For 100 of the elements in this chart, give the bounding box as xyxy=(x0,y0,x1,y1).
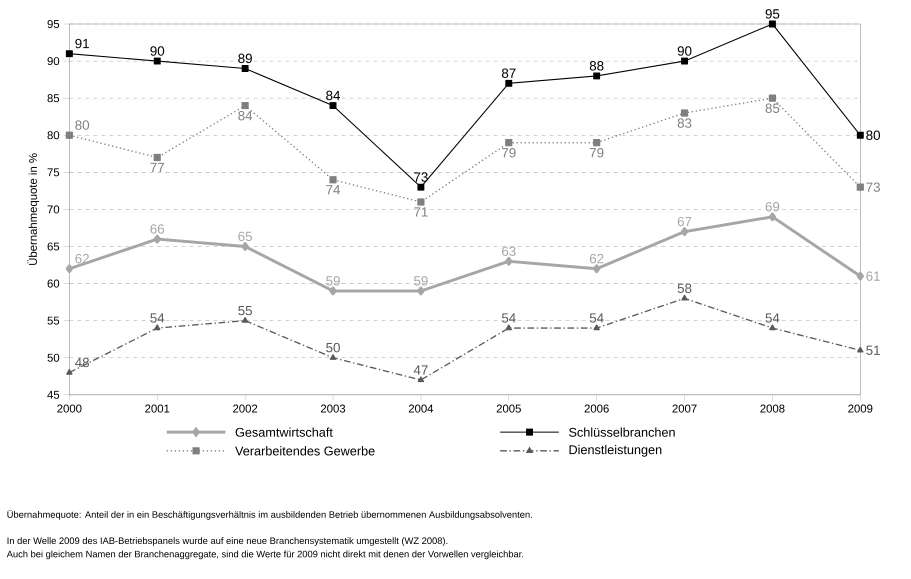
point xyxy=(66,50,73,58)
point xyxy=(417,198,424,206)
data-label: 50 xyxy=(326,342,340,352)
data-label: 84 xyxy=(326,90,340,100)
point xyxy=(768,212,776,222)
data-label: 89 xyxy=(238,54,252,64)
y-axis-title: Übernahmequote in % xyxy=(27,153,40,265)
x-tick-label: 2007 xyxy=(672,404,697,413)
legend-label: Gesamtwirtschaft xyxy=(236,428,333,437)
text: Übernahmequote: Anteil der in ein Beschäftigungsverhältnis im ausbildenden Betrieb übernommenen Ausbildungsabsolventen. xyxy=(7,510,532,520)
data-label: 84 xyxy=(238,111,252,120)
y-tick-label: 50 xyxy=(47,354,60,362)
data-label: 80 xyxy=(75,120,90,130)
data-label: 54 xyxy=(590,313,604,323)
data-label: 83 xyxy=(678,118,692,128)
x-tick-label: 2005 xyxy=(496,404,521,413)
data-label: 54 xyxy=(150,313,164,323)
data-label: 88 xyxy=(590,61,604,71)
x-tick-label: 2003 xyxy=(320,404,346,413)
data-label: 59 xyxy=(414,276,428,286)
x-tick-label: 2008 xyxy=(760,404,785,413)
point xyxy=(680,227,688,236)
point xyxy=(242,317,248,323)
y-tick-label: 45 xyxy=(47,390,60,399)
data-label: 48 xyxy=(75,358,89,368)
text: Auch bei gleichem Namen der Branchenaggregate, sind die Werte für 2009 nicht direkt mit denen der Vorwellen vergleichbar. xyxy=(6,550,524,560)
point xyxy=(856,272,864,281)
point xyxy=(593,324,600,330)
y-tick-label: 55 xyxy=(47,316,60,325)
point xyxy=(154,154,161,162)
point xyxy=(154,58,161,65)
point xyxy=(856,132,864,139)
legend-label: Verarbeitendes Gewerbe xyxy=(235,446,375,456)
point xyxy=(681,294,688,301)
point xyxy=(154,324,160,330)
point xyxy=(593,72,600,80)
point xyxy=(505,139,512,146)
point xyxy=(593,139,600,146)
point xyxy=(154,234,161,244)
data-label: 54 xyxy=(502,313,516,323)
data-label: 58 xyxy=(678,284,692,294)
point xyxy=(329,176,337,184)
data-label: 80 xyxy=(866,130,880,140)
data-label: 73 xyxy=(414,172,428,182)
data-label: 87 xyxy=(502,68,516,78)
data-label: 47 xyxy=(414,365,428,375)
point xyxy=(66,264,74,274)
x-tick-label: 2009 xyxy=(848,404,872,413)
x-tick-label: 2001 xyxy=(145,404,170,413)
data-label: 74 xyxy=(326,185,340,194)
data-label: 54 xyxy=(766,313,780,323)
y-tick-label: 95 xyxy=(48,20,60,28)
x-tick-label: 2000 xyxy=(57,404,82,413)
point xyxy=(506,324,512,330)
data-label: 77 xyxy=(150,162,164,172)
point xyxy=(329,286,337,296)
point xyxy=(417,286,425,296)
point xyxy=(680,109,688,117)
point xyxy=(417,184,424,191)
legend-label: Dienstleistungen xyxy=(570,444,662,457)
y-tick-label: 90 xyxy=(48,57,60,66)
data-label: 62 xyxy=(590,254,604,264)
y-tick-label: 65 xyxy=(48,242,60,251)
point xyxy=(330,354,336,360)
data-label: 85 xyxy=(766,104,780,114)
point xyxy=(768,20,776,28)
data-label: 69 xyxy=(766,202,780,212)
x-tick-label: 2004 xyxy=(408,404,434,413)
data-label: 95 xyxy=(766,9,780,19)
data-label: 71 xyxy=(414,207,428,217)
data-label: 73 xyxy=(866,182,880,192)
point xyxy=(505,256,512,266)
point xyxy=(242,65,249,72)
point xyxy=(856,184,864,191)
data-label: 55 xyxy=(238,306,252,316)
point xyxy=(681,58,688,65)
point xyxy=(592,264,600,274)
data-label: 90 xyxy=(150,46,164,56)
point xyxy=(857,346,864,353)
data-label: 79 xyxy=(590,148,604,158)
y-tick-label: 75 xyxy=(48,168,60,176)
data-label: 91 xyxy=(75,38,89,48)
y-tick-label: 85 xyxy=(48,94,60,102)
point xyxy=(242,102,249,110)
point xyxy=(330,102,336,110)
text: In der Welle 2009 des IAB-Betriebspanels wurde auf eine neue Branchensystematik umgestellt (WZ 2008). xyxy=(8,537,448,546)
data-label: 90 xyxy=(678,46,692,56)
x-tick-label: 2006 xyxy=(584,404,609,413)
data-label: 67 xyxy=(678,216,692,226)
data-label: 65 xyxy=(238,232,252,242)
point xyxy=(768,94,776,102)
point xyxy=(418,376,424,382)
point xyxy=(66,132,73,139)
data-label: 66 xyxy=(150,224,164,234)
point xyxy=(505,80,512,87)
x-tick-label: 2002 xyxy=(233,404,258,413)
point xyxy=(241,242,249,251)
data-label: 61 xyxy=(866,271,880,281)
data-label: 59 xyxy=(326,276,340,286)
legend-label: Schlüsselbranchen xyxy=(569,428,675,437)
